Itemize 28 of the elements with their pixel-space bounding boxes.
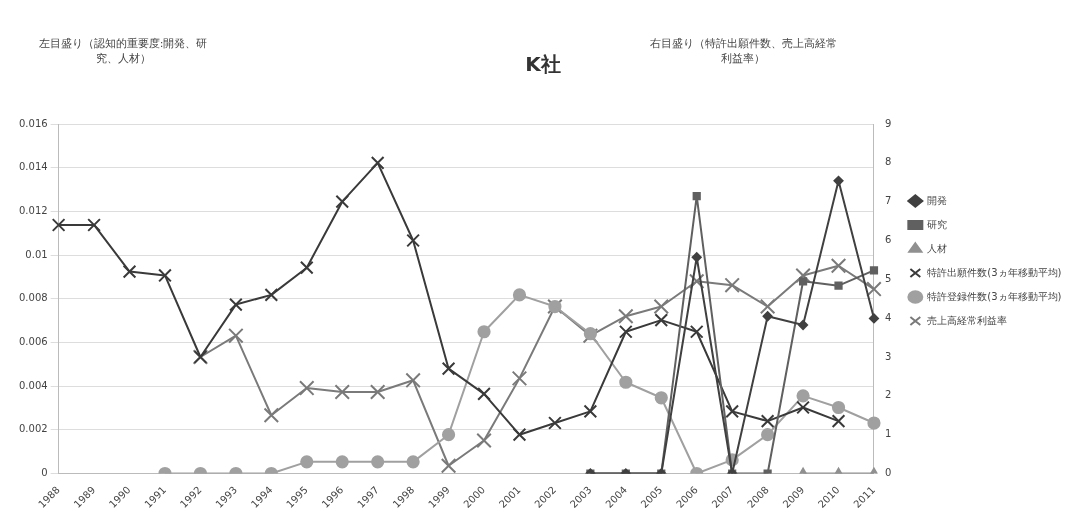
y-tick-label: 0.008 <box>18 292 48 304</box>
legend-label: 開発 <box>927 194 948 206</box>
y2-tick-label: 7 <box>884 195 892 207</box>
y-axis-title: 左目盛り（認知的重要度:開発、研究、人材） <box>37 36 209 66</box>
y-tick-label: 0.014 <box>18 161 48 173</box>
y-tick-label: 0 <box>41 467 48 479</box>
y-tick-label: 0.006 <box>18 336 48 348</box>
y2-axis-title: 右目盛り（特許出願件数、売上高経常利益率） <box>648 36 838 66</box>
y2-tick-label: 6 <box>884 234 892 246</box>
y-tick-label: 0.012 <box>18 204 48 216</box>
y2-tick-label: 9 <box>884 117 892 129</box>
y2-tick-label: 3 <box>884 350 892 362</box>
y2-tick-label: 0 <box>884 467 892 479</box>
y-tick-label: 0.016 <box>18 117 48 129</box>
chart-title: K社 <box>525 52 561 77</box>
legend-label: 人材 <box>927 242 948 254</box>
legend-label: 特許登録件数(3ヵ年移動平均) <box>927 290 1062 302</box>
legend-label: 研究 <box>927 218 948 230</box>
y-tick-label: 0.002 <box>18 423 48 435</box>
y2-tick-label: 2 <box>884 389 892 401</box>
y2-tick-label: 4 <box>884 311 892 323</box>
y2-tick-label: 8 <box>884 156 892 168</box>
y-tick-label: 0.004 <box>18 379 48 391</box>
y2-tick-label: 5 <box>884 272 892 284</box>
legend-label: 特許出願件数(3ヵ年移動平均) <box>927 266 1062 278</box>
legend-label: 売上高経常利益率 <box>927 314 1008 326</box>
y-tick-label: 0.01 <box>25 248 48 260</box>
y2-tick-label: 1 <box>884 428 892 440</box>
